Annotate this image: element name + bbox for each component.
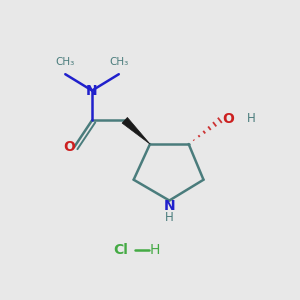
Polygon shape <box>122 118 150 144</box>
Text: CH₃: CH₃ <box>109 57 128 67</box>
Text: N: N <box>86 84 98 98</box>
Text: CH₃: CH₃ <box>56 57 75 67</box>
Text: Cl: Cl <box>113 243 128 256</box>
Text: H: H <box>247 112 255 125</box>
Text: O: O <box>63 140 75 154</box>
Text: H: H <box>149 243 160 256</box>
Text: H: H <box>165 211 174 224</box>
Text: O: O <box>222 112 234 126</box>
Text: N: N <box>164 199 175 213</box>
